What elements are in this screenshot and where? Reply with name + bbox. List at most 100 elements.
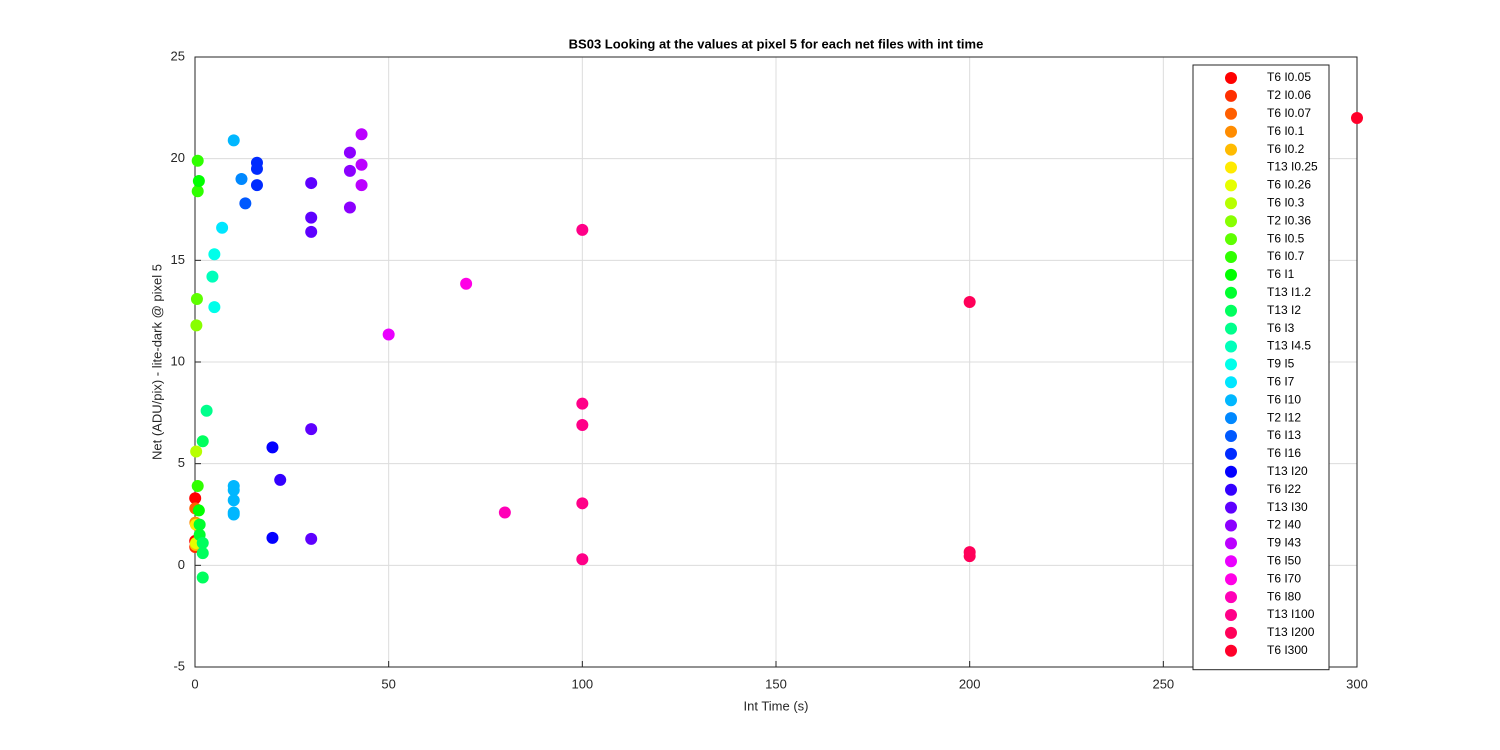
legend: T6 I0.05 T2 I0.06 T6 I0.07 T6 I0.1 T6 I0.2 T1… [1192,64,1330,671]
legend-label: T6 I3 [1267,321,1295,335]
point [963,550,976,563]
point [191,154,204,167]
legend-label: T6 I0.1 [1267,124,1305,138]
y-tick-label: 20 [171,150,185,165]
point [208,301,221,314]
legend-label: T6 I0.7 [1267,249,1305,263]
point [576,419,589,432]
x-axis-label: Int Time (s) [743,698,808,713]
legend-marker [1225,519,1237,532]
legend-label: T9 I43 [1267,536,1301,550]
point [216,221,229,234]
legend-marker [1225,268,1237,281]
legend-label: T6 I50 [1267,553,1301,567]
point [206,270,219,283]
legend-label: T6 I0.05 [1267,70,1311,84]
legend-marker [1225,286,1237,299]
point [239,197,252,210]
legend-marker [1225,358,1237,371]
x-tick-label: 250 [1152,676,1174,691]
point [200,404,213,417]
legend-marker [1225,215,1237,228]
point [576,497,589,510]
legend-label: T6 I0.26 [1267,178,1311,192]
legend-label: T6 I70 [1267,571,1301,585]
legend-label: T2 I12 [1267,410,1301,424]
point [1351,112,1363,124]
legend-label: T6 I1 [1267,267,1295,281]
point [196,536,209,549]
point [196,547,209,560]
legend-marker [1225,537,1237,550]
x-tick-label: 150 [765,676,787,691]
point [343,164,356,177]
point [191,185,204,198]
point [191,480,204,493]
legend-marker [1225,555,1237,568]
point [355,179,368,192]
point [343,201,356,214]
point [305,211,318,224]
point [192,504,205,517]
legend-marker [1225,304,1237,317]
legend-label: T13 I0.25 [1267,160,1318,174]
point [250,179,263,192]
legend-label: T6 I10 [1267,392,1301,406]
point [227,484,240,497]
x-tick-label: 50 [381,676,395,691]
point [498,506,511,519]
legend-label: T6 I0.07 [1267,106,1311,120]
legend-marker [1225,251,1237,263]
legend-label: T6 I22 [1267,482,1301,496]
legend-label: T6 I300 [1267,643,1308,657]
legend-marker [1225,72,1237,84]
point [305,177,318,190]
point [576,223,589,236]
y-tick-label: -5 [173,658,185,673]
point [963,296,976,309]
x-tick-label: 100 [571,676,593,691]
legend-label: T13 I30 [1267,500,1308,514]
point [190,319,203,332]
point [266,531,279,544]
legend-label: T6 I7 [1267,374,1295,388]
legend-marker [1225,161,1237,174]
legend-marker [1225,447,1237,460]
point [250,162,263,175]
point [190,445,203,458]
x-tick-label: 0 [191,676,198,691]
legend-label: T13 I200 [1267,625,1315,639]
legend-marker [1225,609,1237,621]
legend-marker [1225,376,1237,389]
legend-marker [1225,197,1237,210]
legend-marker [1225,483,1237,496]
point [227,508,240,521]
point [460,277,473,290]
point [382,328,395,341]
point [305,423,318,436]
legend-marker [1225,430,1237,442]
legend-marker [1225,322,1237,335]
legend-marker [1225,626,1237,639]
legend-marker [1225,179,1237,192]
point [208,248,221,261]
point [576,553,589,566]
legend-marker [1225,644,1237,657]
legend-marker [1225,394,1237,407]
point [274,473,287,486]
legend-label: T6 I0.3 [1267,195,1305,209]
y-tick-label: 25 [171,48,185,63]
legend-label: T13 I4.5 [1267,339,1311,353]
y-tick-label: 15 [171,252,185,267]
x-tick-label: 300 [1346,676,1368,691]
legend-box [1192,64,1330,671]
point [355,128,368,141]
point [192,175,205,188]
point [193,518,206,531]
legend-label: T6 I13 [1267,428,1301,442]
plot-frame [194,56,1358,668]
y-tick-label: 0 [178,557,185,572]
point [227,134,240,147]
y-tick-label: 5 [178,455,185,470]
